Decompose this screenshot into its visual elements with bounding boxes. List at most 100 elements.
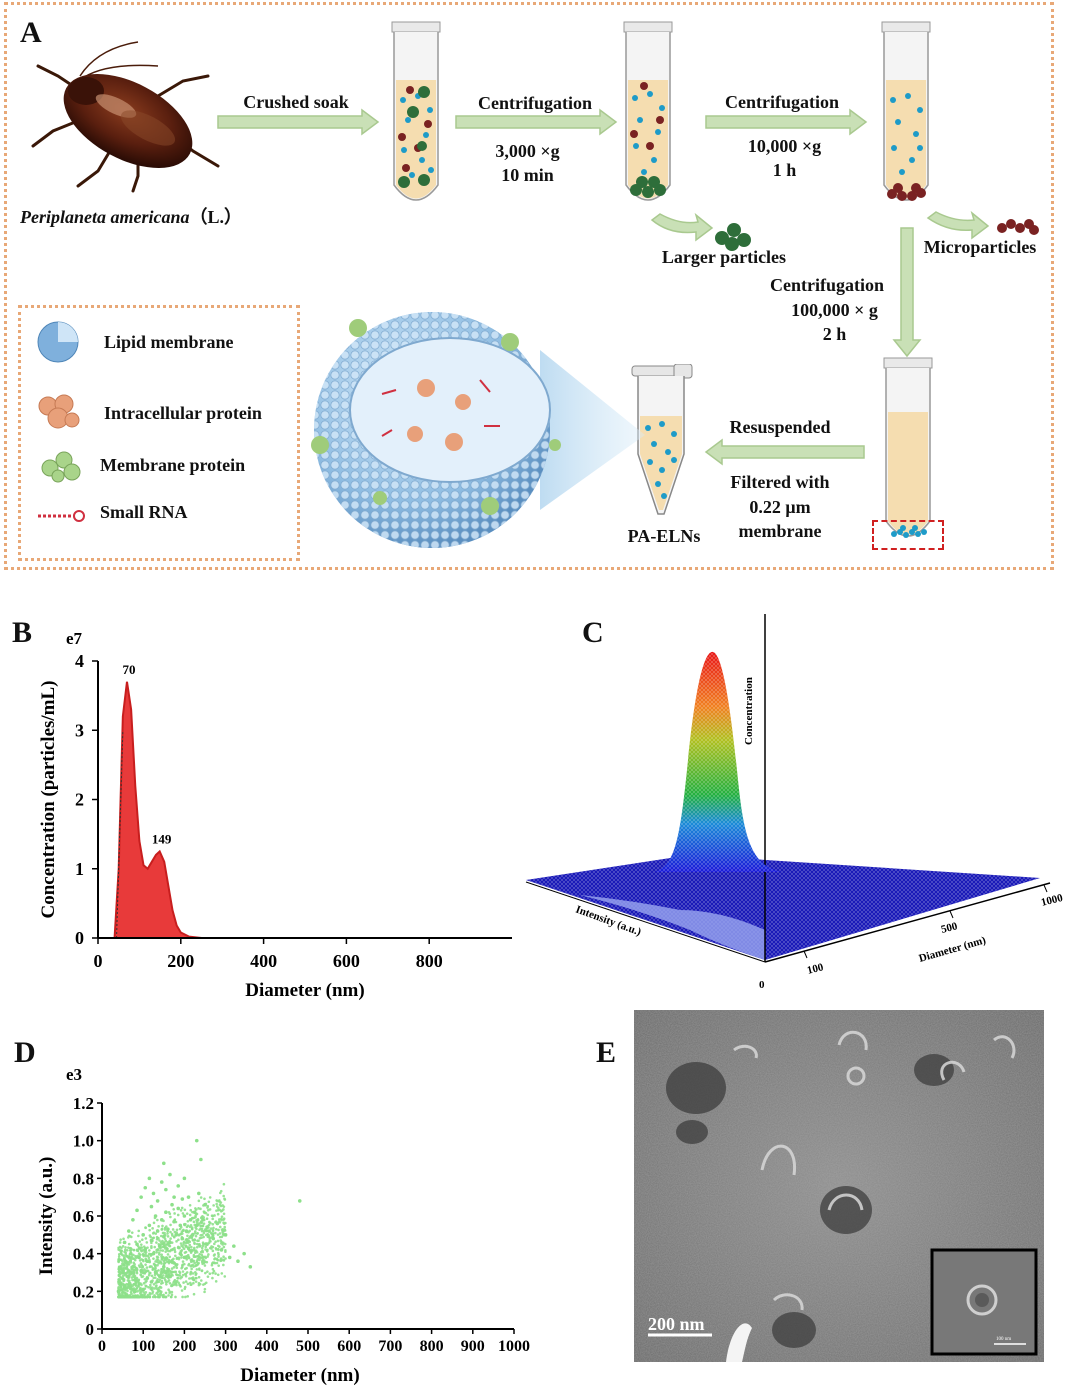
d-scatter-point [117, 1288, 120, 1292]
d-scatter-point [167, 1294, 170, 1297]
d-scatter-point [175, 1257, 179, 1261]
d-scatter-point [218, 1225, 222, 1229]
b-x-tick-label: 200 [167, 951, 194, 971]
d-scatter-point [168, 1291, 171, 1295]
d-scatter-point [129, 1273, 132, 1276]
d-y-axis-label: Intensity (a.u.) [36, 1157, 57, 1276]
d-scatter-point [129, 1271, 132, 1274]
d-x-tick-label: 900 [461, 1338, 485, 1355]
d-scatter-point [222, 1245, 226, 1249]
d-scatter-point [117, 1292, 121, 1295]
d-scatter-point [180, 1197, 185, 1201]
d-scatter-point [166, 1232, 169, 1235]
d-scatter-point [151, 1266, 155, 1270]
d-scatter-point [222, 1221, 225, 1225]
d-scatter-point [218, 1218, 221, 1221]
d-scatter-point [119, 1258, 123, 1262]
d-scatter-point [179, 1242, 183, 1245]
d-scatter-point [198, 1268, 201, 1271]
d-scatter-point [159, 1246, 163, 1249]
d-scatter-point [163, 1231, 166, 1235]
arrow-centrifuge-3 [892, 227, 922, 358]
d-scatter-point [117, 1258, 120, 1262]
b-y-tick-label: 1 [75, 859, 84, 879]
d-scatter-point [184, 1295, 187, 1299]
d-scatter-point [211, 1222, 215, 1226]
d-scatter-point [132, 1270, 136, 1274]
d-scatter-point [217, 1220, 221, 1223]
d-scatter-point [187, 1230, 190, 1234]
step2-time: 10 min [501, 165, 554, 185]
d-scatter-point [129, 1247, 133, 1250]
d-scatter-point [212, 1269, 216, 1273]
cockroach-icon [31, 41, 220, 193]
c-tick-500: 500 [940, 920, 959, 936]
d-scatter-point [188, 1243, 192, 1247]
d-scatter-point [197, 1222, 201, 1225]
b-area-series [113, 681, 512, 939]
d-scatter-point [216, 1239, 220, 1243]
arrow-microparticles [926, 210, 990, 240]
eppendorf-tube-icon [631, 364, 693, 515]
d-scatter-point [214, 1240, 217, 1244]
d-scatter-point [133, 1289, 136, 1293]
d-scatter-point [186, 1195, 191, 1199]
d-scatter-point [192, 1253, 196, 1257]
scale-bar-label: 200 nm [648, 1314, 705, 1334]
d-scatter-point [211, 1214, 215, 1218]
d-scatter-point [213, 1242, 216, 1246]
d-scatter-point [154, 1281, 158, 1285]
b-y-tick-label: 0 [75, 928, 84, 948]
d-scatter-point [172, 1280, 176, 1283]
d-scatter-point [161, 1271, 164, 1275]
d-scatter-point [166, 1253, 170, 1256]
d-scatter-point [160, 1257, 164, 1261]
d-scatter-point [170, 1202, 174, 1207]
legend-box [18, 305, 300, 561]
d-scatter-point [129, 1235, 133, 1239]
d-scatter-point [167, 1274, 170, 1277]
d-scatter-point [130, 1295, 134, 1299]
d-scatter-point [151, 1239, 154, 1243]
d-scatter-point [200, 1216, 203, 1220]
d-scatter-point [185, 1239, 189, 1242]
d-scatter-point [168, 1244, 172, 1248]
d-scatter-point [141, 1275, 145, 1278]
tem-micrograph: 200 nm 100 nm [634, 1010, 1044, 1362]
d-scatter-point [202, 1231, 206, 1235]
d-scatter-point [152, 1257, 155, 1260]
d-scatter-series [116, 1138, 302, 1299]
d-scatter-point [165, 1248, 169, 1251]
d-scatter-point [211, 1261, 215, 1264]
d-scatter-point [187, 1256, 191, 1259]
d-scatter-point [189, 1208, 193, 1212]
d-scatter-point [204, 1248, 207, 1251]
d-scatter-point [193, 1261, 196, 1265]
c-concentration-label: Concentration [743, 677, 755, 745]
d-scatter-point [194, 1138, 199, 1143]
d-scatter-point [123, 1250, 126, 1254]
d-scatter-point [144, 1291, 148, 1294]
d-scatter-point [146, 1269, 149, 1272]
diameter-axis [764, 882, 1051, 963]
d-scatter-point [196, 1263, 200, 1266]
d-scatter-point [189, 1283, 193, 1287]
d-scatter-point [120, 1252, 123, 1256]
d-scatter-point [170, 1295, 173, 1299]
d-scatter-point [135, 1249, 139, 1252]
d-scatter-point [174, 1254, 177, 1258]
chart-b: 0 200 400 600 800 0 1 2 3 4 70 149 Diameter (nm) Conc… [38, 629, 512, 1001]
d-scatter-point [216, 1208, 220, 1212]
flow-arrows [217, 108, 990, 466]
d-scatter-point [122, 1237, 125, 1241]
d-scatter-point [185, 1258, 189, 1261]
d-scatter-point [142, 1290, 145, 1294]
d-scatter-point [138, 1253, 142, 1257]
d-scatter-point [206, 1206, 209, 1209]
d-scatter-point [153, 1273, 157, 1276]
d-scatter-point [188, 1213, 192, 1217]
d-scatter-point [181, 1260, 185, 1263]
d-scatter-point [220, 1247, 224, 1251]
d-scatter-point [149, 1204, 154, 1209]
d-scatter-point [145, 1295, 149, 1298]
